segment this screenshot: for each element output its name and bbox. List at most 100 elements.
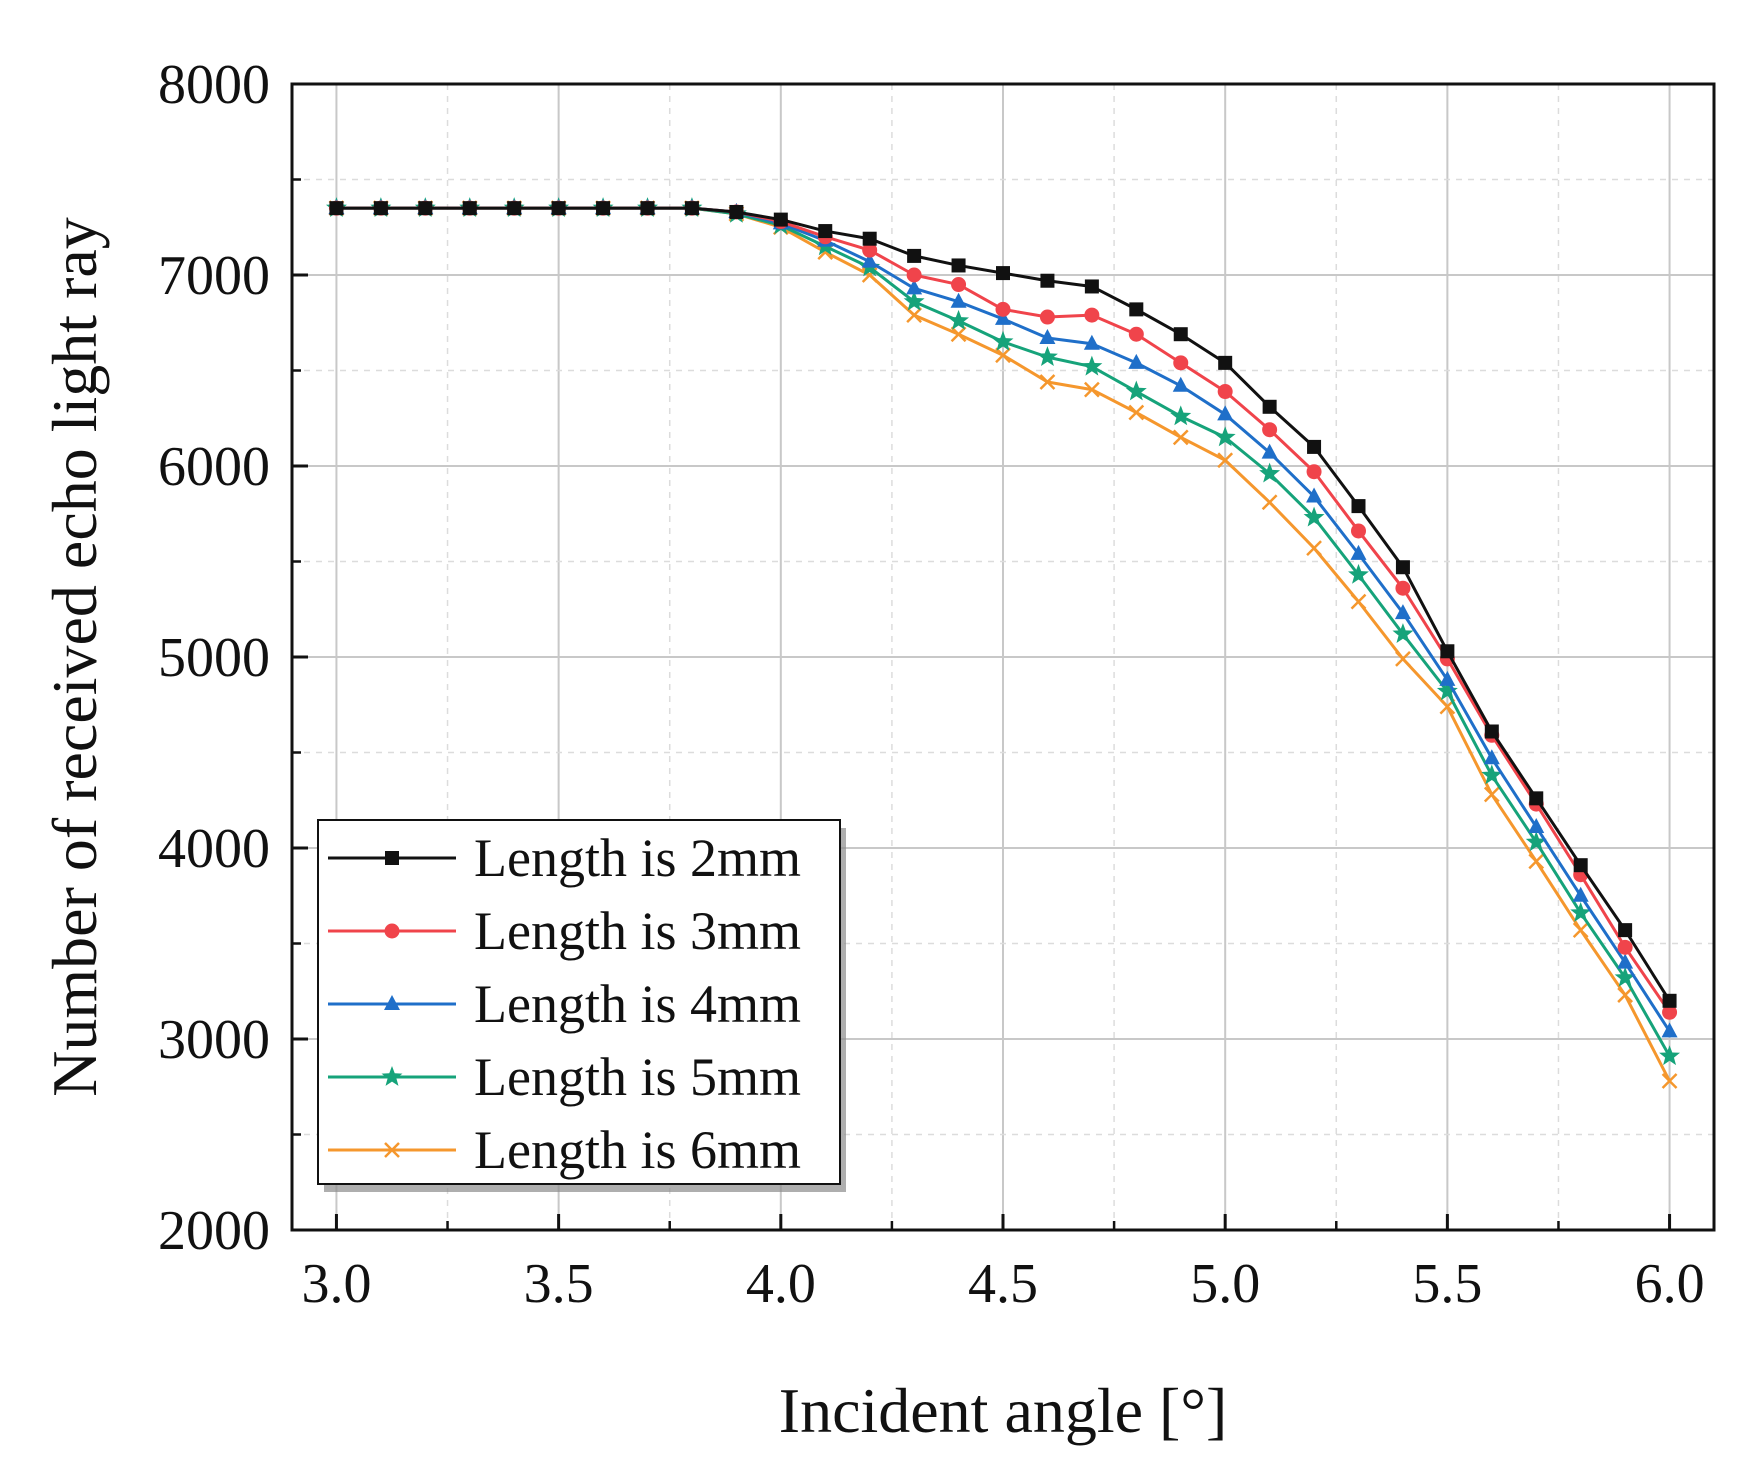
legend-entry-length-is-6mm: Length is 6mm	[328, 1120, 801, 1180]
marker-stroke	[1350, 593, 1367, 610]
data-point	[951, 258, 966, 273]
data-point	[1083, 381, 1100, 398]
marker-stroke	[1572, 922, 1589, 939]
data-point	[1262, 399, 1277, 414]
axis-ticks	[292, 82, 1672, 1232]
data-point	[1040, 273, 1055, 288]
data-point	[1395, 560, 1410, 575]
data-point	[1662, 1004, 1678, 1020]
data-point	[1618, 923, 1633, 938]
data-point	[1128, 326, 1144, 342]
data-point	[1218, 355, 1233, 370]
data-point	[1172, 429, 1189, 446]
data-point	[1036, 346, 1058, 367]
x-tick-label: 6.0	[1635, 1253, 1705, 1315]
data-point	[1572, 922, 1589, 939]
marker-stroke	[1217, 452, 1234, 469]
data-point	[1528, 853, 1545, 870]
data-point	[1261, 443, 1278, 459]
data-point	[1039, 309, 1055, 325]
marker-stroke	[384, 1142, 400, 1158]
data-point	[1351, 523, 1366, 539]
legend-marker	[381, 1066, 403, 1086]
marker-stroke	[1395, 651, 1411, 667]
data-point	[1306, 540, 1322, 557]
marker-stroke	[1128, 404, 1145, 421]
y-axis-title: Number of received echo light ray	[39, 217, 110, 1097]
y-tick-label: 3000	[158, 1009, 270, 1071]
data-point	[551, 201, 566, 216]
marker-stroke	[1528, 853, 1545, 870]
data-point	[1217, 452, 1234, 469]
data-point	[1484, 724, 1499, 739]
data-point	[1570, 901, 1592, 922]
data-point	[903, 290, 925, 311]
data-point	[1439, 670, 1456, 686]
series-length-is-2mm	[329, 201, 1677, 1008]
data-point	[1394, 604, 1411, 620]
data-point	[1084, 279, 1099, 294]
data-point	[1173, 327, 1188, 342]
data-point	[729, 204, 744, 219]
marker-stroke	[1306, 540, 1322, 557]
x-axis-tick-labels: 3.0 3.5 4.0 4.5 5.0 5.5 6.0	[301, 1253, 1704, 1315]
legend-marker	[384, 923, 400, 939]
data-point	[1128, 353, 1145, 369]
legend-marker	[385, 851, 399, 865]
data-point	[1395, 580, 1411, 596]
data-point	[1172, 376, 1189, 392]
data-point	[1617, 939, 1633, 955]
legend-entries: Length is 2mm Length is 3mm Length is 4mm L…	[328, 828, 801, 1180]
marker-stroke	[1483, 786, 1500, 803]
data-point	[906, 307, 923, 323]
x-tick-label: 5.5	[1412, 1253, 1482, 1315]
data-point	[1348, 563, 1369, 584]
data-point	[418, 201, 433, 216]
data-point	[907, 248, 922, 263]
data-point	[1261, 494, 1278, 511]
y-tick-label: 7000	[158, 245, 270, 307]
legend: Length is 2mm Length is 3mm Length is 4mm L…	[317, 819, 846, 1192]
data-point	[1262, 422, 1278, 438]
x-tick-label: 4.0	[746, 1253, 816, 1315]
data-point	[1306, 464, 1322, 480]
data-point	[1617, 987, 1634, 1003]
data-point	[640, 201, 655, 216]
marker-stroke	[995, 347, 1011, 364]
marker-stroke	[1172, 429, 1189, 446]
data-point	[1083, 334, 1100, 350]
legend-box	[317, 819, 841, 1185]
legend-label: Length is 6mm	[474, 1120, 801, 1180]
y-tick-label: 5000	[158, 627, 270, 689]
data-point	[1483, 749, 1500, 765]
legend-marker	[384, 1142, 400, 1158]
data-point	[1173, 355, 1189, 371]
data-point	[329, 201, 344, 216]
data-point	[1350, 593, 1367, 610]
data-point	[507, 201, 522, 216]
data-point	[1307, 439, 1322, 454]
data-point	[906, 267, 922, 283]
data-point	[684, 201, 699, 216]
legend-label: Length is 3mm	[474, 901, 801, 961]
data-point	[1525, 831, 1547, 852]
legend-marker	[384, 995, 400, 1010]
marker-stroke	[1083, 381, 1100, 398]
data-point	[995, 347, 1011, 364]
data-point	[995, 301, 1011, 317]
data-point	[1351, 499, 1366, 514]
data-point	[992, 330, 1014, 351]
data-point	[373, 201, 388, 216]
x-tick-label: 3.0	[301, 1253, 371, 1315]
legend-label: Length is 4mm	[474, 974, 801, 1034]
x-axis-title: Incident angle [°]	[779, 1375, 1228, 1446]
data-point	[1125, 380, 1147, 401]
data-point	[1529, 791, 1544, 806]
data-point	[1081, 355, 1103, 376]
marker-stroke	[906, 307, 923, 323]
data-point	[1217, 384, 1233, 400]
marker-stroke	[950, 326, 967, 343]
data-point	[1303, 506, 1325, 527]
x-tick-label: 4.5	[968, 1253, 1038, 1315]
